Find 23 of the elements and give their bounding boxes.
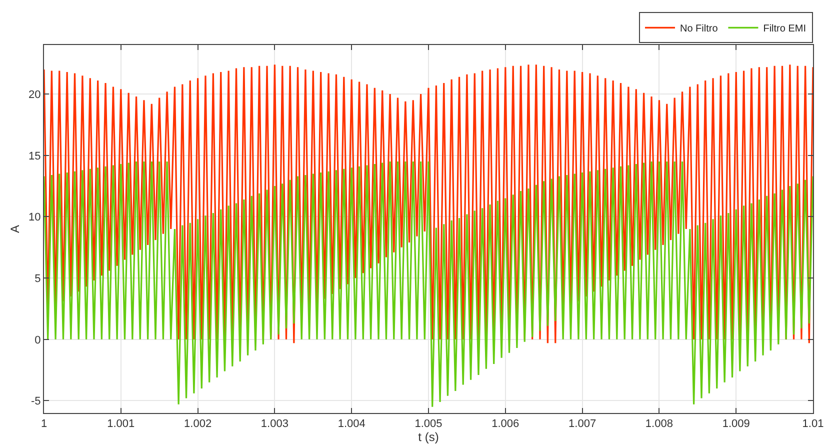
line-series xyxy=(44,64,813,344)
x-tick-label: 1.01 xyxy=(802,418,824,430)
legend-label: Filtro EMI xyxy=(763,24,806,35)
y-tick-label: 10 xyxy=(28,212,41,224)
y-axis-title: A xyxy=(8,224,22,234)
x-tick-label: 1.007 xyxy=(568,418,596,430)
x-tick-label: 1.004 xyxy=(338,418,366,430)
x-tick-label: 1.006 xyxy=(492,418,520,430)
x-tick-label: 1.008 xyxy=(645,418,673,430)
y-tick-label: 20 xyxy=(28,88,41,101)
x-axis-title: t (s) xyxy=(418,430,439,444)
legend-label: No Filtro xyxy=(680,24,718,35)
x-tick-label: 1 xyxy=(40,418,48,430)
x-tick-label: 1.001 xyxy=(107,418,135,430)
x-tick-label: 1.002 xyxy=(184,418,212,430)
x-tick-label: 1.005 xyxy=(414,418,442,430)
y-tick-label: 15 xyxy=(28,150,41,162)
x-tick-label: 1.009 xyxy=(722,418,750,430)
y-tick-label: -5 xyxy=(31,396,41,408)
y-tick-label: 0 xyxy=(34,334,41,346)
x-tick-label: 1.003 xyxy=(260,418,288,430)
line-series xyxy=(44,160,813,408)
y-tick-label: 5 xyxy=(34,272,41,285)
